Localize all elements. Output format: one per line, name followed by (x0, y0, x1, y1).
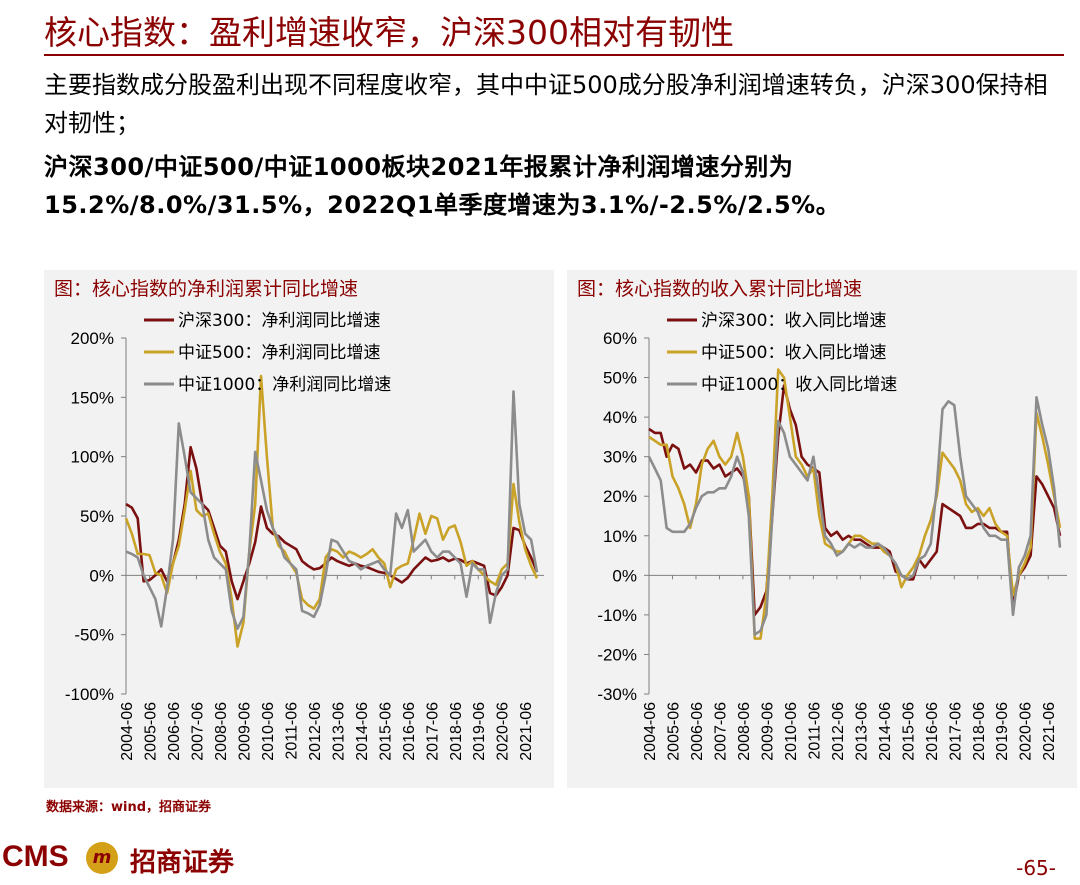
revenue-chart-panel: -30% -20% -10% 0% 10% 20% 30% 40% 50% 60% 2004-06 2… (567, 270, 1077, 788)
series-line-2 (648, 368, 1062, 640)
x-tick-label: 2010-06 (783, 702, 800, 761)
x-tick-label: 2008-06 (736, 702, 753, 761)
y-tick-label: 50% (80, 507, 114, 526)
x-tick-label: 2010-06 (260, 702, 277, 761)
x-tick-label: 2016-06 (401, 702, 418, 761)
x-tick-label: 2008-06 (213, 702, 230, 761)
x-tick-label: 2017-06 (947, 702, 964, 761)
x-tick-label: 2011-06 (806, 702, 823, 760)
x-tick-label: 2012-06 (830, 702, 847, 761)
revenue-chart-title: 图：核心指数的收入累计同比增速 (577, 278, 863, 300)
x-tick-label: 2007-06 (712, 702, 729, 761)
y-tick-label: 30% (603, 448, 637, 467)
x-tick-label: 2004-06 (642, 702, 659, 761)
y-tick-label: -50% (74, 626, 114, 645)
x-tick-label: 2004-06 (119, 702, 136, 761)
series-line-3 (647, 396, 1062, 636)
net-profit-chart-panel: -100% -50% 0% 50% 100% 150% 200% 2004-06 2005-06… (44, 270, 554, 788)
net-profit-chart: -100% -50% 0% 50% 100% 150% 200% 2004-06 2005-06… (65, 311, 544, 761)
x-tick-label: 2014-06 (877, 702, 894, 761)
x-tick-label: 2017-06 (424, 702, 441, 761)
logo-text: CMS (2, 840, 69, 873)
x-tick-label: 2021-06 (1041, 702, 1058, 761)
y-tick-label: 60% (603, 329, 637, 348)
y-tick-label: 0% (89, 566, 114, 585)
x-tick-label: 2006-06 (689, 702, 706, 761)
legend-label-1: 沪深300：收入同比增速 (701, 311, 886, 331)
series-line-3 (125, 390, 539, 630)
page-number: -65- (1016, 856, 1056, 880)
y-tick-label: -100% (65, 685, 114, 704)
y-tick-label: -20% (597, 645, 637, 664)
x-tick-label: 2019-06 (994, 702, 1011, 761)
x-tick-label: 2007-06 (189, 702, 206, 761)
x-tick-label: 2009-06 (236, 702, 253, 761)
x-tick-label: 2005-06 (665, 702, 682, 761)
series-line-2 (124, 374, 539, 648)
legend-label-3: 中证1000：收入同比增速 (701, 375, 897, 395)
y-tick-label: 50% (603, 369, 637, 388)
x-tick-label: 2011-06 (283, 702, 300, 760)
legend-label-2: 中证500：收入同比增速 (701, 343, 886, 363)
x-tick-label: 2006-06 (166, 702, 183, 761)
x-tick-label: 2013-06 (330, 702, 347, 761)
y-tick-label: 0% (612, 566, 637, 585)
legend-label-3: 中证1000：净利润同比增速 (178, 375, 391, 395)
summary-paragraph-2: 沪深300/中证500/中证1000板块2021年报累计净利润增速分别为15.2… (44, 153, 841, 219)
y-tick-label: 10% (603, 527, 637, 546)
x-tick-label: 2005-06 (142, 702, 159, 761)
y-tick-label: 100% (71, 448, 114, 467)
y-tick-label: -30% (597, 685, 637, 704)
x-tick-label: 2015-06 (900, 702, 917, 761)
x-tick-label: 2012-06 (307, 702, 324, 761)
x-tick-label: 2016-06 (924, 702, 941, 761)
x-tick-label: 2015-06 (377, 702, 394, 761)
y-tick-label: 40% (603, 408, 637, 427)
x-tick-label: 2013-06 (853, 702, 870, 761)
x-tick-label: 2020-06 (1018, 702, 1035, 761)
x-tick-label: 2009-06 (759, 702, 776, 761)
title-divider (44, 54, 1064, 56)
x-tick-label: 2020-06 (495, 702, 512, 761)
y-tick-label: 20% (603, 487, 637, 506)
cms-logo: CMS m 招商证券 (0, 840, 280, 880)
page-title: 核心指数：盈利增速收窄，沪深300相对有韧性 (44, 13, 734, 52)
y-tick-label: 150% (71, 388, 114, 407)
x-tick-label: 2018-06 (448, 702, 465, 761)
x-tick-label: 2021-06 (518, 702, 535, 761)
data-source-note: 数据来源：wind，招商证券 (46, 800, 212, 815)
summary-paragraph-1: 主要指数成分股盈利出现不同程度收窄，其中中证500成分股净利润增速转负，沪深30… (44, 71, 1048, 137)
y-tick-label: -10% (597, 606, 637, 625)
legend-label-2: 中证500：净利润同比增速 (178, 343, 380, 363)
legend-label-1: 沪深300：净利润同比增速 (178, 311, 380, 331)
x-tick-label: 2019-06 (471, 702, 488, 761)
revenue-chart: -30% -20% -10% 0% 10% 20% 30% 40% 50% 60% 2004-06 2… (597, 311, 1067, 761)
x-tick-label: 2018-06 (971, 702, 988, 761)
series-line-1 (648, 384, 1062, 617)
net-profit-chart-title: 图：核心指数的净利润累计同比增速 (54, 278, 359, 300)
x-tick-label: 2014-06 (354, 702, 371, 761)
y-tick-label: 200% (71, 329, 114, 348)
logo-chinese-name: 招商证券 (130, 848, 235, 878)
logo-badge-icon: m (86, 842, 118, 874)
